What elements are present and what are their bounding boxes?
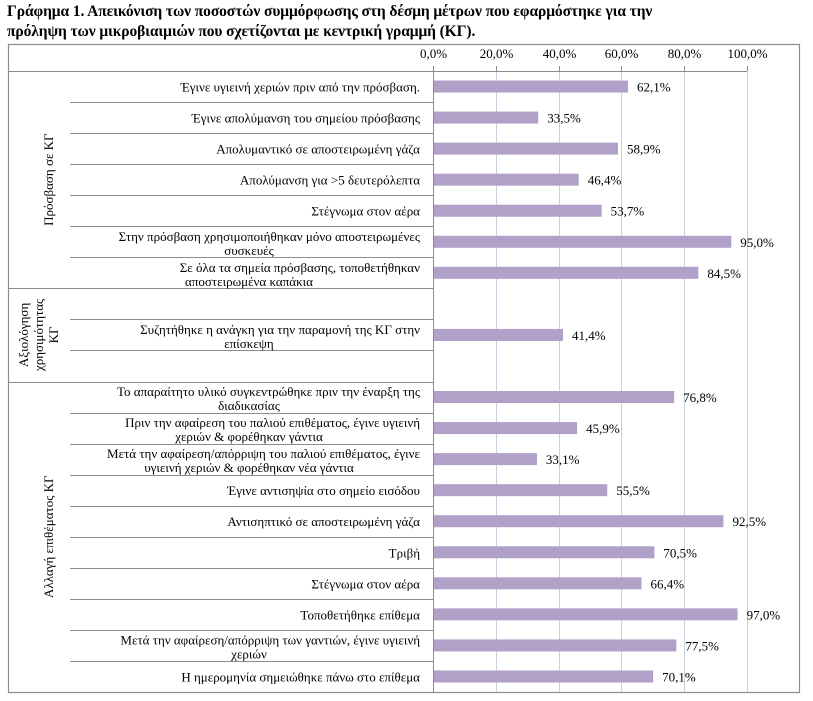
- category-label-line2: υγιεινή χεριών & φορέθηκαν νέα γάντια: [144, 460, 354, 475]
- bar: [434, 173, 579, 186]
- category-label-line2: χεριών & φορέθηκαν γάντια: [174, 429, 323, 444]
- category-label: Έγινε απολύμανση του σημείου πρόσβασης: [191, 111, 421, 126]
- category-label: Στέγνωμα στον αέρα: [311, 576, 420, 591]
- category-label: Το απαραίτητο υλικό συγκεντρώθηκε πριν τ…: [117, 384, 421, 399]
- category-label: Μετά την αφαίρεση/απόρριψη του παλιού επ…: [107, 446, 421, 461]
- group-label: Αλλαγή επιθέματος ΚΓ: [41, 475, 56, 598]
- bar: [434, 111, 539, 124]
- data-label: 70,5%: [663, 545, 697, 560]
- data-label: 92,5%: [732, 514, 766, 529]
- category-label-line2: διαδικασίας: [218, 398, 281, 413]
- bar: [434, 639, 677, 652]
- bar: [434, 204, 602, 217]
- category-label: Πριν την αφαίρεση του παλιού επιθέματος,…: [125, 415, 420, 430]
- category-label: Στην πρόσβαση χρησιμοποιήθηκαν μόνο αποσ…: [119, 229, 421, 244]
- category-label: Τριβή: [389, 545, 421, 560]
- x-tick-label: 40,0%: [543, 46, 577, 61]
- bar: [434, 328, 563, 341]
- data-label: 58,9%: [627, 142, 661, 157]
- category-label: Μετά την αφαίρεση/απόρριψη των γαντιών, …: [120, 632, 420, 647]
- data-label: 33,1%: [546, 452, 580, 467]
- data-label: 77,5%: [685, 638, 719, 653]
- category-label: Αντισηπτικό σε αποστειρωμένη γάζα: [227, 514, 420, 529]
- category-label-line2: αποστειρωμένα καπάκια: [185, 274, 313, 289]
- data-label: 95,0%: [740, 235, 774, 250]
- group-label: Πρόσβαση σε ΚΓ: [41, 133, 56, 226]
- data-label: 76,8%: [683, 390, 717, 405]
- bar: [434, 484, 608, 497]
- chart-frame: [7, 43, 801, 694]
- x-tick-label: 20,0%: [480, 46, 514, 61]
- bar: [434, 453, 537, 466]
- category-label-line2: επίσκεψη: [224, 336, 274, 351]
- x-tick-label: 100,0%: [727, 46, 767, 61]
- bar: [434, 577, 642, 590]
- category-label: Στέγνωμα στον αέρα: [311, 204, 420, 219]
- data-label: 97,0%: [747, 607, 781, 622]
- chart-title-line-1: Γράφημα 1. Απεικόνιση των ποσοστών συμμό…: [7, 3, 653, 20]
- bar: [434, 235, 732, 248]
- category-label: Έγινε αντισηψία στο σημείο εισόδου: [226, 483, 420, 498]
- category-label: Τοποθετήθηκε επίθεμα: [300, 607, 420, 622]
- bar: [434, 546, 655, 559]
- category-label: Σε όλα τα σημεία πρόσβασης, τοποθετήθηκα…: [180, 260, 420, 275]
- category-label: Απολύμανση για >5 δευτερόλεπτα: [240, 173, 420, 188]
- bar: [434, 142, 618, 155]
- bar: [434, 422, 578, 435]
- data-label: 84,5%: [707, 266, 741, 281]
- category-label: Έγινε υγιεινή χεριών πριν από την πρόσβα…: [180, 80, 420, 95]
- group-label: Αξιολόγηση: [16, 303, 31, 368]
- x-tick-label: 60,0%: [605, 46, 639, 61]
- chart-title-line-2: πρόληψη των μικροβιαιμιών που σχετίζοντα…: [7, 23, 476, 40]
- group-label: ΚΓ: [46, 326, 61, 343]
- group-label: χρησιμότητας: [31, 298, 46, 372]
- category-label: Η ημερομηνία σημειώθηκε πάνω στο επίθεμα: [181, 669, 420, 684]
- category-label: Συζητήθηκε η ανάγκη για την παραμονή της…: [140, 322, 420, 337]
- data-label: 33,5%: [547, 111, 581, 126]
- data-label: 53,7%: [611, 204, 645, 219]
- data-label: 46,4%: [588, 173, 622, 188]
- data-label: 62,1%: [637, 80, 671, 95]
- category-label-line2: συσκευές: [224, 243, 274, 258]
- data-label: 45,9%: [586, 421, 620, 436]
- data-label: 41,4%: [572, 328, 606, 343]
- bar: [434, 80, 628, 93]
- data-label: 70,1%: [662, 669, 696, 684]
- bar: [434, 391, 675, 404]
- category-label: Απολυμαντικό σε αποστειρωμένη γάζα: [216, 142, 420, 157]
- category-label-line2: χεριών: [230, 646, 267, 661]
- x-tick-label: 80,0%: [668, 46, 702, 61]
- data-label: 55,5%: [616, 483, 650, 498]
- x-tick-label: 0,0%: [420, 46, 447, 61]
- data-label: 66,4%: [650, 576, 684, 591]
- bar: [434, 266, 699, 279]
- bar: [434, 515, 724, 528]
- bar: [434, 670, 654, 683]
- bar: [434, 608, 738, 621]
